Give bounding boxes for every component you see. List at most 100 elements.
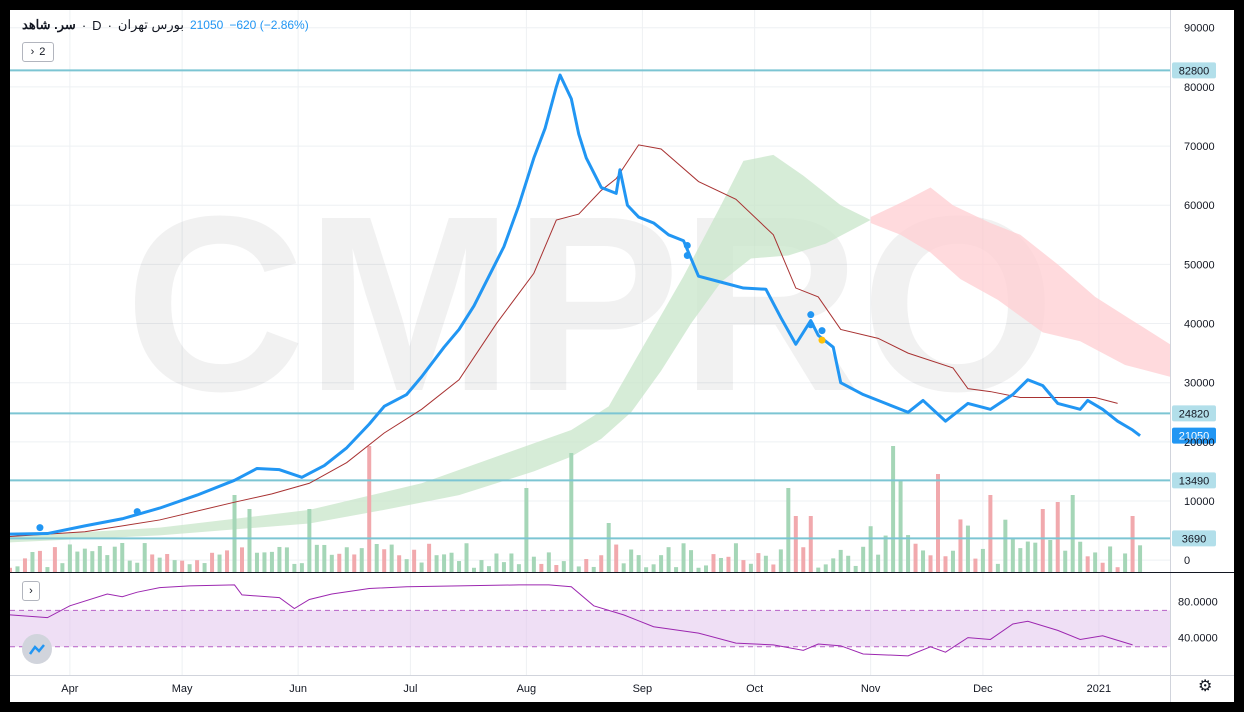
volume-bar [958, 519, 963, 572]
volume-bar [247, 509, 252, 572]
last-price-tag: 21050 [1179, 431, 1210, 443]
volume-bar [621, 563, 626, 572]
volume-bar [516, 564, 521, 572]
rsi-tick-label: 40.0000 [1178, 633, 1218, 645]
volume-bar [299, 563, 304, 572]
ichimoku-cloud [10, 154, 1170, 543]
cloud-logo-icon[interactable] [22, 634, 52, 664]
volume-bar [898, 481, 903, 572]
volume-bar [995, 563, 1000, 572]
volume-bar [554, 565, 559, 572]
separator: · [81, 17, 87, 33]
y-tick-label: 40000 [1184, 319, 1215, 331]
volume-bar [711, 554, 716, 572]
volume-bar [928, 555, 933, 572]
x-tick-label: Dec [973, 683, 993, 695]
volume-bar [269, 551, 274, 572]
volume-bar [1033, 542, 1038, 572]
volume-bar [1115, 567, 1120, 572]
volume-bar [494, 553, 499, 572]
volume-bar [1048, 539, 1053, 572]
chevron-right-icon: › [30, 46, 35, 58]
volume-bar [509, 553, 514, 572]
volume-bar [344, 547, 349, 572]
volume-bar [861, 546, 866, 572]
rsi-toggle-button[interactable]: › [22, 581, 40, 601]
volume-bar [584, 559, 589, 572]
volume-bar [337, 553, 342, 572]
volume-bar [45, 567, 50, 572]
symbol-name[interactable]: سر. شاهد [22, 17, 76, 32]
volume-bar [786, 488, 791, 572]
volume-bar [748, 563, 753, 572]
volume-bar [434, 555, 439, 572]
gear-icon[interactable]: ⚙ [1198, 678, 1213, 695]
volume-bar [868, 526, 873, 572]
volume-bar [1040, 509, 1045, 572]
level-tag: 3690 [1182, 533, 1206, 545]
volume-bar [1085, 556, 1090, 572]
volume-bar [225, 550, 230, 572]
volume-bar [135, 562, 140, 572]
volume-bar [307, 509, 312, 572]
volume-bar [142, 543, 147, 572]
volume-bar [292, 563, 297, 572]
y-tick-label: 0 [1184, 555, 1190, 567]
volume-bar [950, 550, 955, 572]
volume-bar [22, 558, 27, 572]
indicators-toggle-button[interactable]: › 2 [22, 42, 54, 62]
volume-bar [232, 495, 237, 572]
volume-bar [352, 554, 357, 572]
volume-bar [82, 548, 87, 572]
volume-bar [1010, 537, 1015, 572]
volume-bar [973, 558, 978, 572]
signal-marker [818, 327, 826, 335]
volume-bar [404, 559, 409, 572]
x-tick-label: Sep [633, 683, 653, 695]
volume-bar [921, 550, 926, 572]
y-tick-label: 30000 [1184, 378, 1215, 390]
volume-bar [67, 544, 72, 572]
volume-bar [1063, 550, 1068, 572]
signal-marker [683, 252, 691, 260]
volume-bar [576, 566, 581, 572]
volume-bar [591, 566, 596, 572]
volume-bar [636, 555, 641, 572]
volume-bar [801, 547, 806, 572]
volume-bar [674, 567, 679, 572]
volume-bar [105, 555, 110, 572]
volume-bar [681, 543, 686, 572]
cloud-bearish [870, 187, 1170, 377]
level-tag-bg [1172, 472, 1216, 489]
level-tag: 13490 [1179, 475, 1210, 487]
volume-bar [816, 567, 821, 572]
x-tick-label: Jul [403, 683, 417, 695]
volume-bar [561, 561, 566, 572]
horizontal-levels[interactable] [10, 69, 1170, 540]
volume-bar [262, 552, 267, 572]
y-tick-label: 90000 [1184, 23, 1215, 35]
volume-bar [389, 544, 394, 572]
volume-bar [314, 544, 319, 572]
volume-bar [1018, 548, 1023, 572]
level-tag-bg [1172, 530, 1216, 547]
signal-marker [133, 508, 141, 516]
volume-bar [733, 543, 738, 572]
volume-bar [1108, 546, 1113, 572]
volume-bar [1025, 541, 1030, 572]
volume-bar [838, 549, 843, 572]
volume-bar [37, 550, 42, 572]
signal-marker [807, 311, 815, 319]
volume-bar [524, 488, 529, 572]
volume-bar [195, 560, 200, 572]
volume-bar [936, 474, 940, 572]
volume-bar [599, 555, 604, 572]
volume-bar [943, 556, 948, 572]
interval-label[interactable]: D [92, 17, 102, 33]
volume-bar [52, 547, 57, 572]
x-tick-label: Jun [289, 683, 307, 695]
x-tick-label: Aug [517, 683, 537, 695]
chevron-right-icon: › [29, 585, 33, 597]
volume-bar [689, 550, 694, 572]
